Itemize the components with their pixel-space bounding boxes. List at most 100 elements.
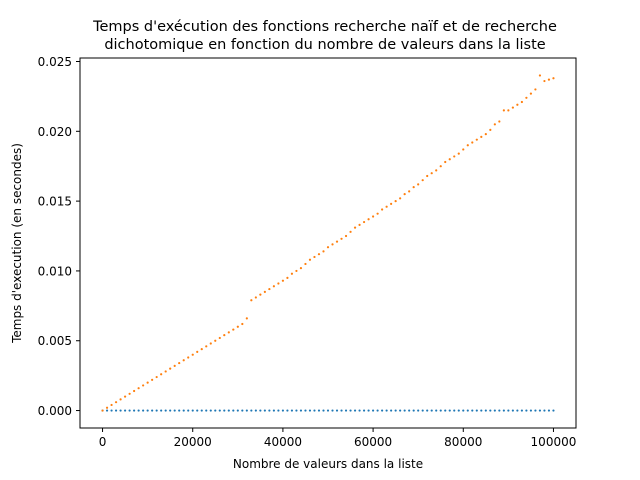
data-point (196, 409, 199, 412)
data-point (304, 262, 307, 266)
data-point (489, 128, 492, 132)
data-point (498, 409, 501, 412)
data-point (444, 409, 447, 412)
data-point (254, 296, 257, 299)
data-point (241, 409, 244, 412)
data-point (105, 409, 109, 412)
data-point (119, 398, 122, 401)
data-point (114, 409, 118, 412)
data-point (304, 409, 307, 412)
data-point (340, 409, 343, 412)
data-point (362, 409, 366, 412)
data-point (547, 78, 551, 81)
data-point (272, 409, 275, 412)
data-point (349, 409, 352, 412)
data-point (390, 409, 393, 412)
data-point (511, 409, 514, 412)
y-tick-label: 0.020 (38, 125, 72, 139)
data-point (281, 279, 285, 282)
data-point (182, 409, 185, 412)
data-point (169, 409, 172, 412)
data-point (209, 409, 212, 412)
data-point (480, 135, 483, 138)
data-point (295, 409, 298, 412)
data-point (516, 409, 519, 412)
data-point (326, 246, 330, 249)
data-point (376, 212, 379, 215)
data-point (529, 92, 533, 95)
data-point (245, 317, 248, 320)
data-point (399, 197, 402, 200)
data-point (412, 409, 415, 412)
data-point (286, 276, 289, 280)
data-point (507, 409, 510, 412)
data-point (218, 409, 221, 412)
data-point (417, 183, 420, 186)
data-point (105, 406, 109, 409)
x-tick-label: 60000 (354, 435, 392, 449)
data-point (101, 409, 104, 412)
data-point (200, 409, 203, 412)
data-point (353, 226, 357, 229)
data-point (335, 240, 339, 243)
data-point (448, 409, 451, 412)
data-point (394, 409, 397, 412)
data-point (493, 123, 496, 126)
data-point (435, 169, 438, 172)
data-point (128, 392, 131, 395)
data-point (381, 409, 384, 412)
data-point (457, 409, 460, 412)
data-point (187, 409, 190, 412)
data-point (308, 258, 312, 261)
data-point (110, 403, 113, 407)
data-point (236, 325, 239, 328)
data-point (277, 282, 280, 285)
data-point (480, 409, 483, 412)
data-point (119, 409, 122, 412)
data-point (223, 409, 226, 412)
data-point (435, 409, 438, 412)
data-point (182, 359, 185, 362)
data-point (227, 409, 230, 412)
data-point (299, 409, 303, 412)
data-point (200, 348, 203, 351)
data-point (538, 74, 542, 77)
data-point (227, 331, 230, 334)
data-point (367, 409, 370, 412)
axes-frame (79, 57, 577, 429)
data-point (358, 409, 361, 412)
data-point (426, 174, 429, 178)
data-point (295, 269, 298, 273)
data-point (241, 322, 244, 326)
data-point (408, 409, 411, 412)
data-point (421, 409, 424, 412)
data-point (272, 285, 275, 288)
data-point (403, 409, 406, 412)
data-point (399, 409, 402, 412)
data-point (475, 138, 478, 141)
data-point (151, 409, 154, 412)
data-point (381, 208, 384, 211)
data-point (187, 356, 190, 359)
data-point (466, 409, 469, 412)
data-point (232, 328, 235, 331)
data-point (169, 367, 172, 370)
x-tick-label: 80000 (444, 435, 482, 449)
data-point (552, 77, 555, 80)
data-point (259, 293, 262, 296)
data-point (142, 409, 145, 412)
data-point (489, 409, 492, 412)
data-point (137, 409, 140, 412)
data-point (250, 299, 253, 302)
data-point (353, 409, 357, 412)
data-point (507, 109, 510, 112)
x-tick-label: 40000 (264, 435, 302, 449)
data-point (547, 409, 551, 412)
x-tick-label: 100000 (531, 435, 577, 449)
data-point (417, 409, 420, 412)
data-point (484, 132, 487, 136)
data-point (525, 409, 528, 412)
data-point (462, 409, 465, 412)
data-point (331, 243, 334, 246)
